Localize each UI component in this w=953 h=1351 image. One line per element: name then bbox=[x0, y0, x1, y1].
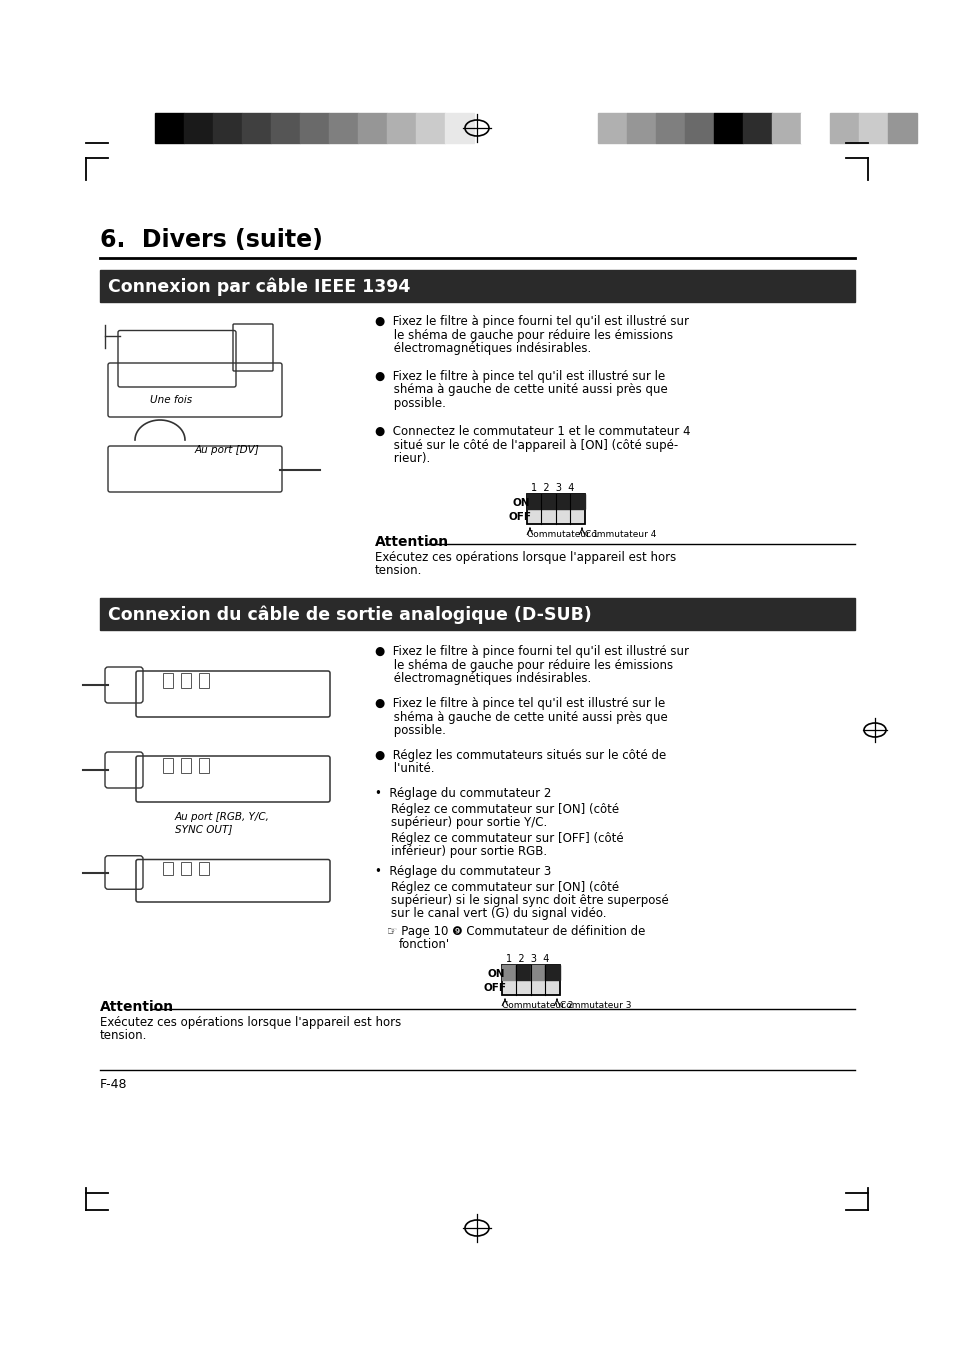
Bar bbox=[501, 965, 516, 979]
Bar bbox=[181, 862, 191, 875]
Text: 6.  Divers (suite): 6. Divers (suite) bbox=[100, 228, 322, 253]
Text: supérieur) pour sortie Y/C.: supérieur) pour sortie Y/C. bbox=[391, 816, 547, 830]
Bar bbox=[444, 113, 474, 143]
Text: ON: ON bbox=[488, 969, 505, 979]
Bar bbox=[858, 113, 887, 143]
Bar bbox=[181, 673, 191, 688]
Bar bbox=[154, 113, 184, 143]
Bar bbox=[626, 113, 656, 143]
Text: 1  2  3  4: 1 2 3 4 bbox=[505, 954, 549, 965]
Bar bbox=[329, 113, 357, 143]
Text: tension.: tension. bbox=[375, 563, 422, 577]
Bar bbox=[271, 113, 299, 143]
Bar bbox=[387, 113, 416, 143]
Text: OFF: OFF bbox=[483, 984, 506, 993]
Bar bbox=[526, 494, 541, 509]
Bar bbox=[181, 758, 191, 773]
Text: électromagnétiques indésirables.: électromagnétiques indésirables. bbox=[375, 342, 591, 355]
Bar bbox=[887, 113, 916, 143]
Text: ●  Réglez les commutateurs situés sur le côté de: ● Réglez les commutateurs situés sur le … bbox=[375, 748, 665, 762]
Text: ●  Fixez le filtre à pince fourni tel qu'il est illustré sur: ● Fixez le filtre à pince fourni tel qu'… bbox=[375, 315, 688, 328]
Bar bbox=[416, 113, 444, 143]
Text: Réglez ce commutateur sur [OFF] (côté: Réglez ce commutateur sur [OFF] (côté bbox=[391, 832, 623, 844]
Text: •  Réglage du commutateur 2: • Réglage du commutateur 2 bbox=[375, 788, 551, 800]
Bar bbox=[299, 113, 329, 143]
Text: ●  Fixez le filtre à pince fourni tel qu'il est illustré sur: ● Fixez le filtre à pince fourni tel qu'… bbox=[375, 644, 688, 658]
Text: ☞ Page 10 ❾ Commutateur de définition de: ☞ Page 10 ❾ Commutateur de définition de bbox=[387, 925, 644, 938]
Text: le shéma de gauche pour réduire les émissions: le shéma de gauche pour réduire les émis… bbox=[375, 658, 673, 671]
Text: shéma à gauche de cette unité aussi près que: shéma à gauche de cette unité aussi près… bbox=[375, 711, 667, 724]
Text: Attention: Attention bbox=[100, 1000, 174, 1015]
Text: situé sur le côté de l'appareil à [ON] (côté supé-: situé sur le côté de l'appareil à [ON] (… bbox=[375, 439, 678, 451]
Bar bbox=[713, 113, 742, 143]
Text: Réglez ce commutateur sur [ON] (côté: Réglez ce commutateur sur [ON] (côté bbox=[391, 881, 618, 894]
Bar bbox=[199, 758, 209, 773]
Bar bbox=[771, 113, 801, 143]
Bar bbox=[100, 598, 854, 630]
Text: Attention: Attention bbox=[375, 535, 449, 549]
Text: F-48: F-48 bbox=[100, 1078, 128, 1092]
Text: Une fois: Une fois bbox=[150, 394, 192, 405]
Text: électromagnétiques indésirables.: électromagnétiques indésirables. bbox=[375, 671, 591, 685]
Bar bbox=[100, 270, 854, 303]
Text: ●  Connectez le commutateur 1 et le commutateur 4: ● Connectez le commutateur 1 et le commu… bbox=[375, 426, 690, 438]
Bar bbox=[531, 965, 545, 979]
Text: •  Réglage du commutateur 3: • Réglage du commutateur 3 bbox=[375, 865, 551, 878]
Bar bbox=[501, 965, 559, 994]
Text: Commutateur 1: Commutateur 1 bbox=[526, 530, 598, 539]
Bar bbox=[556, 494, 570, 509]
Text: Connexion du câble de sortie analogique (D-SUB): Connexion du câble de sortie analogique … bbox=[108, 605, 591, 624]
Text: Commutateur 4: Commutateur 4 bbox=[584, 530, 656, 539]
Text: Commutateur 2: Commutateur 2 bbox=[501, 1001, 573, 1011]
Bar bbox=[163, 758, 172, 773]
Bar bbox=[199, 862, 209, 875]
Text: ON: ON bbox=[513, 499, 530, 508]
Bar bbox=[684, 113, 713, 143]
Bar bbox=[213, 113, 242, 143]
Text: l'unité.: l'unité. bbox=[375, 762, 434, 775]
Text: 1  2  3  4: 1 2 3 4 bbox=[531, 484, 574, 493]
Bar bbox=[656, 113, 684, 143]
Text: possible.: possible. bbox=[375, 397, 445, 409]
Text: inférieur) pour sortie RGB.: inférieur) pour sortie RGB. bbox=[391, 844, 547, 858]
Text: Au port [DV]: Au port [DV] bbox=[194, 444, 259, 455]
Bar bbox=[545, 965, 559, 979]
Bar bbox=[829, 113, 858, 143]
Bar bbox=[801, 113, 829, 143]
Bar bbox=[242, 113, 271, 143]
Bar bbox=[357, 113, 387, 143]
Text: supérieur) si le signal sync doit être superposé: supérieur) si le signal sync doit être s… bbox=[391, 894, 668, 907]
Text: Exécutez ces opérations lorsque l'appareil est hors: Exécutez ces opérations lorsque l'appare… bbox=[100, 1016, 401, 1029]
Text: le shéma de gauche pour réduire les émissions: le shéma de gauche pour réduire les émis… bbox=[375, 328, 673, 342]
Text: sur le canal vert (G) du signal vidéo.: sur le canal vert (G) du signal vidéo. bbox=[391, 907, 606, 920]
Text: Au port [RGB, Y/C,
SYNC OUT]: Au port [RGB, Y/C, SYNC OUT] bbox=[174, 812, 270, 834]
Bar bbox=[184, 113, 213, 143]
Text: OFF: OFF bbox=[509, 512, 532, 521]
Text: shéma à gauche de cette unité aussi près que: shéma à gauche de cette unité aussi près… bbox=[375, 384, 667, 396]
Text: Exécutez ces opérations lorsque l'appareil est hors: Exécutez ces opérations lorsque l'appare… bbox=[375, 551, 676, 563]
Text: Connexion par câble IEEE 1394: Connexion par câble IEEE 1394 bbox=[108, 278, 410, 296]
Text: Réglez ce commutateur sur [ON] (côté: Réglez ce commutateur sur [ON] (côté bbox=[391, 802, 618, 816]
Text: ●  Fixez le filtre à pince tel qu'il est illustré sur le: ● Fixez le filtre à pince tel qu'il est … bbox=[375, 697, 664, 711]
Bar bbox=[163, 673, 172, 688]
Text: Commutateur 3: Commutateur 3 bbox=[559, 1001, 631, 1011]
Text: possible.: possible. bbox=[375, 724, 445, 738]
Bar bbox=[516, 965, 531, 979]
Text: rieur).: rieur). bbox=[375, 453, 430, 465]
Bar bbox=[598, 113, 626, 143]
Bar bbox=[742, 113, 771, 143]
Bar bbox=[541, 494, 556, 509]
Text: fonction': fonction' bbox=[398, 938, 450, 951]
Text: tension.: tension. bbox=[100, 1029, 147, 1042]
Bar bbox=[526, 494, 584, 524]
Text: ●  Fixez le filtre à pince tel qu'il est illustré sur le: ● Fixez le filtre à pince tel qu'il est … bbox=[375, 370, 664, 382]
Bar bbox=[570, 494, 584, 509]
Bar bbox=[199, 673, 209, 688]
Bar bbox=[163, 862, 172, 875]
